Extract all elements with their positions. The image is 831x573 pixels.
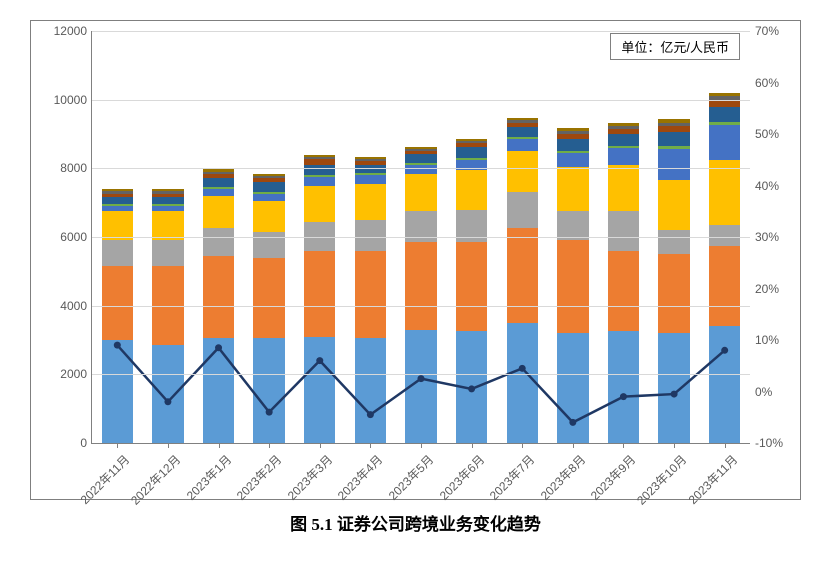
x-tick — [725, 443, 726, 448]
x-tick-label: 2023年7月 — [486, 451, 539, 504]
x-tick-label: 2023年5月 — [384, 451, 437, 504]
x-tick-label: 2022年11月 — [77, 451, 134, 508]
x-tick — [117, 443, 118, 448]
line-marker — [620, 393, 627, 400]
x-tick — [269, 443, 270, 448]
x-tick — [573, 443, 574, 448]
x-tick — [472, 443, 473, 448]
line-marker — [519, 365, 526, 372]
grid-line — [92, 168, 750, 169]
x-tick-label: 2023年10月 — [633, 451, 690, 508]
x-tick-label: 2023年11月 — [684, 451, 741, 508]
y2-tick-label: 30% — [755, 230, 795, 244]
y1-tick-label: 4000 — [47, 299, 87, 313]
line-marker — [721, 347, 728, 354]
y1-tick-label: 8000 — [47, 161, 87, 175]
chart-container: 单位：亿元/人民币 020004000600080001000012000-10… — [30, 20, 801, 500]
y2-tick-label: 40% — [755, 179, 795, 193]
y2-tick-label: 0% — [755, 385, 795, 399]
y2-tick-label: 50% — [755, 127, 795, 141]
x-tick-label: 2023年1月 — [182, 451, 235, 504]
line-marker — [671, 391, 678, 398]
x-tick-label: 2023年6月 — [435, 451, 488, 504]
x-tick — [370, 443, 371, 448]
grid-line — [92, 374, 750, 375]
y1-tick-label: 0 — [47, 436, 87, 450]
x-tick-label: 2023年2月 — [233, 451, 286, 504]
x-tick — [421, 443, 422, 448]
line-marker — [164, 398, 171, 405]
line-marker — [316, 357, 323, 364]
y1-tick-label: 12000 — [47, 24, 87, 38]
grid-line — [92, 31, 750, 32]
x-tick-label: 2023年8月 — [536, 451, 589, 504]
line-marker — [266, 409, 273, 416]
trend-line — [117, 345, 724, 422]
line-marker — [569, 419, 576, 426]
line-marker — [114, 342, 121, 349]
grid-line — [92, 237, 750, 238]
grid-line — [92, 100, 750, 101]
x-tick — [219, 443, 220, 448]
caption-text: 图 5.1 证券公司跨境业务变化趋势 — [290, 515, 541, 534]
x-tick-label: 2023年3月 — [283, 451, 336, 504]
line-marker — [215, 344, 222, 351]
line-marker — [367, 411, 374, 418]
y1-tick-label: 10000 — [47, 93, 87, 107]
x-tick — [623, 443, 624, 448]
x-tick — [168, 443, 169, 448]
x-tick-label: 2023年4月 — [334, 451, 387, 504]
y2-tick-label: -10% — [755, 436, 795, 450]
y1-tick-label: 6000 — [47, 230, 87, 244]
grid-line — [92, 306, 750, 307]
x-tick-label: 2022年12月 — [127, 451, 184, 508]
figure-caption: 图 5.1 证券公司跨境业务变化趋势 — [0, 510, 831, 535]
y2-tick-label: 20% — [755, 282, 795, 296]
y2-tick-label: 70% — [755, 24, 795, 38]
plot-area: 020004000600080001000012000-10%0%10%20%3… — [91, 31, 750, 444]
x-tick — [320, 443, 321, 448]
x-tick — [522, 443, 523, 448]
x-tick — [674, 443, 675, 448]
y1-tick-label: 2000 — [47, 367, 87, 381]
line-marker — [468, 385, 475, 392]
y2-tick-label: 60% — [755, 76, 795, 90]
y2-tick-label: 10% — [755, 333, 795, 347]
line-marker — [418, 375, 425, 382]
